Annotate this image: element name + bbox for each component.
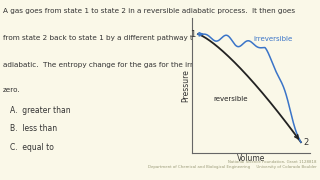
Text: 2: 2 [303,138,308,147]
Text: A.  greater than: A. greater than [11,106,71,115]
Text: zero.: zero. [3,87,21,93]
Text: B.  less than: B. less than [11,124,58,133]
Text: adiabatic.  The entropy change for the gas for the irreversible pathway is _____: adiabatic. The entropy change for the ga… [3,61,302,68]
Text: from state 2 back to state 1 by a different pathway that is irreversible and not: from state 2 back to state 1 by a differ… [3,35,286,40]
Text: National Science Foundation, Grant 1128818
Department of Chemical and Biological: National Science Foundation, Grant 11288… [148,160,317,169]
Text: C.  equal to: C. equal to [11,143,54,152]
Text: 1: 1 [190,30,196,39]
Y-axis label: Pressure: Pressure [182,69,191,102]
Text: reversible: reversible [213,96,248,102]
Text: A gas goes from state 1 to state 2 in a reversible adiabatic process.  It then g: A gas goes from state 1 to state 2 in a … [3,8,295,14]
Text: irreversible: irreversible [253,36,293,42]
X-axis label: Volume: Volume [237,154,265,163]
